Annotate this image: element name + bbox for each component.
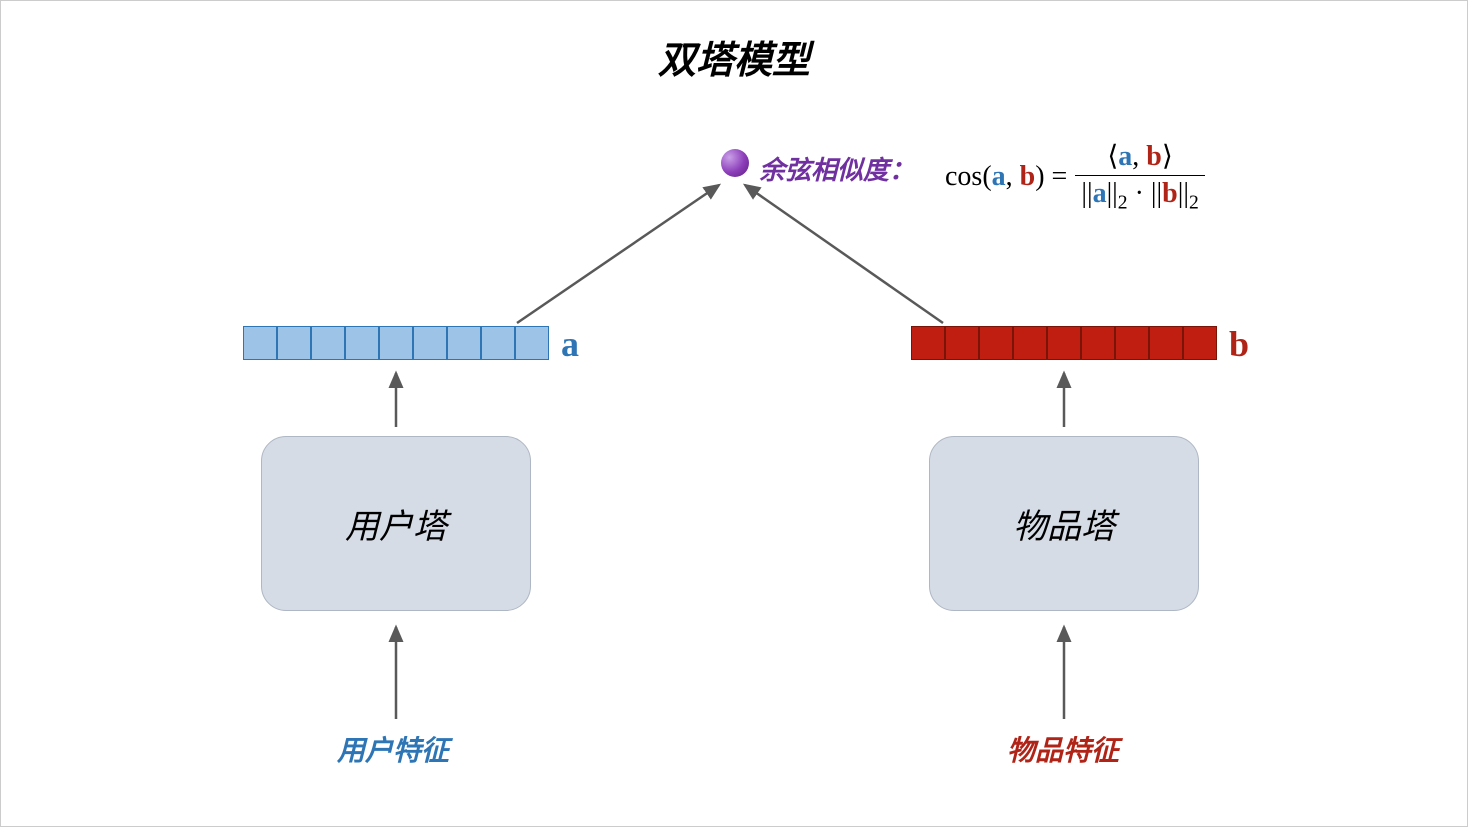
vector-cell: [345, 326, 379, 360]
user-tower-box: 用户塔: [261, 436, 531, 611]
vector-cell: [243, 326, 277, 360]
vector-cell: [945, 326, 979, 360]
vector-cell: [413, 326, 447, 360]
vector-cell: [1149, 326, 1183, 360]
vector-cell: [1183, 326, 1217, 360]
vector-cell: [911, 326, 945, 360]
vector-cell: [515, 326, 549, 360]
vector-cell: [481, 326, 515, 360]
item-vector: [911, 326, 1217, 360]
arrow: [517, 185, 719, 323]
vector-cell: [1047, 326, 1081, 360]
item-tower-box: 物品塔: [929, 436, 1199, 611]
vector-cell: [379, 326, 413, 360]
vector-cell: [1081, 326, 1115, 360]
arrow-layer: [1, 1, 1468, 828]
user-vector: [243, 326, 549, 360]
vector-cell: [311, 326, 345, 360]
diagram-title: 双塔模型: [658, 29, 810, 84]
user-feature-label: 用户特征: [337, 729, 449, 769]
vector-cell: [277, 326, 311, 360]
vector-cell: [447, 326, 481, 360]
item-tower-label: 物品塔: [1013, 499, 1115, 548]
vector-cell: [1115, 326, 1149, 360]
arrow: [745, 185, 943, 323]
item-feature-label: 物品特征: [1007, 729, 1119, 769]
user-vector-label: a: [561, 323, 579, 365]
item-vector-label: b: [1229, 323, 1249, 365]
cosine-label: 余弦相似度：: [759, 150, 915, 187]
similarity-node: [721, 149, 749, 177]
user-tower-label: 用户塔: [345, 499, 447, 548]
cosine-formula: cos(a, b) = ⟨a, b⟩ ||a||2 · ||b||2: [945, 139, 1205, 215]
vector-cell: [1013, 326, 1047, 360]
vector-cell: [979, 326, 1013, 360]
